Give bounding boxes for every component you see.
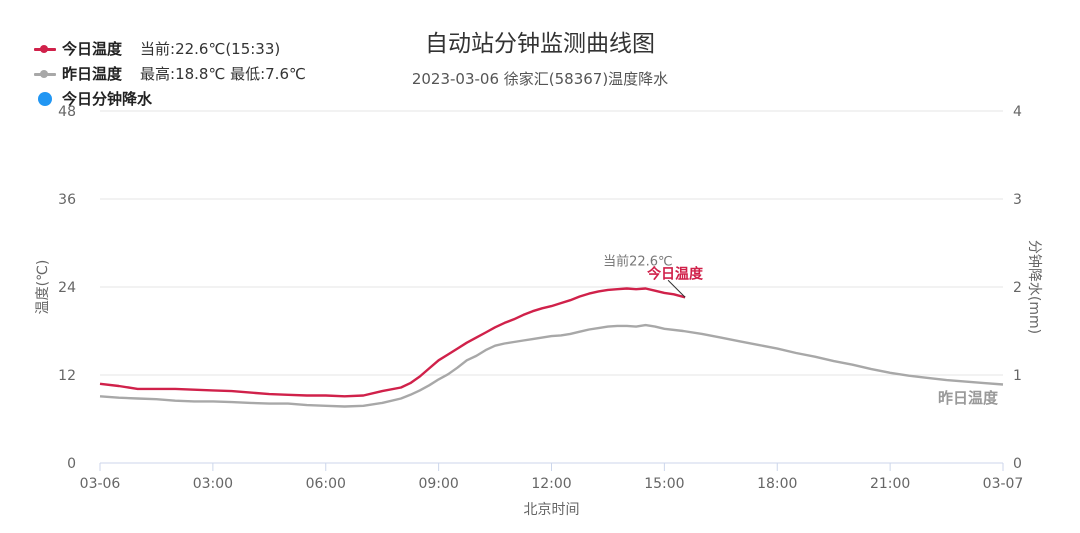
annotation-yesterday-label: 昨日温度 xyxy=(938,389,999,407)
y-tick-label: 36 xyxy=(58,192,76,208)
y-tick-label: 0 xyxy=(67,456,76,472)
y-tick-label: 48 xyxy=(58,104,76,120)
x-tick-label: 12:00 xyxy=(531,476,571,492)
x-tick-label: 21:00 xyxy=(870,476,910,492)
y-tick-label: 12 xyxy=(58,368,76,384)
x-tick-label: 06:00 xyxy=(306,476,346,492)
x-tick-label: 03-07 xyxy=(983,476,1024,492)
y2-tick-label: 4 xyxy=(1013,104,1022,120)
chart-legend: 今日温度 当前:22.6℃(15:33) 昨日温度 最高:18.8℃ 最低:7.… xyxy=(34,36,306,111)
chart-title: 自动站分钟监测曲线图 xyxy=(425,31,655,57)
y2-tick-label: 1 xyxy=(1013,368,1022,384)
y-axis-title: 温度(℃) xyxy=(35,260,51,315)
annotation-today-label: 今日温度 xyxy=(646,265,704,282)
y2-axis-title: 分钟降水(mm) xyxy=(1026,240,1043,334)
y2-tick-label: 3 xyxy=(1013,192,1022,208)
x-tick-label: 09:00 xyxy=(418,476,458,492)
legend-marker-today xyxy=(34,43,56,55)
legend-info-today: 当前:22.6℃(15:33) xyxy=(140,39,281,58)
x-tick-label: 15:00 xyxy=(644,476,684,492)
legend-item-yesterday[interactable]: 昨日温度 最高:18.8℃ 最低:7.6℃ xyxy=(34,61,306,86)
legend-label-today: 今日温度 xyxy=(62,39,123,58)
legend-label-yesterday: 昨日温度 xyxy=(62,64,123,83)
chart-subtitle: 2023-03-06 徐家汇(58367)温度降水 xyxy=(411,70,669,88)
legend-marker-precip xyxy=(38,91,52,106)
legend-marker-yesterday xyxy=(34,68,56,80)
legend-label-precip: 今日分钟降水 xyxy=(62,89,153,108)
x-tick-label: 18:00 xyxy=(757,476,797,492)
series-line-yesterday xyxy=(99,323,1004,408)
x-tick-label: 03-06 xyxy=(80,476,121,492)
legend-info-yesterday: 最高:18.8℃ 最低:7.6℃ xyxy=(140,64,306,83)
y2-tick-label: 2 xyxy=(1013,280,1022,296)
y-tick-label: 24 xyxy=(58,280,76,296)
annotation-leader xyxy=(667,279,686,298)
legend-item-precip[interactable]: 今日分钟降水 xyxy=(34,86,306,111)
y2-tick-label: 0 xyxy=(1013,456,1022,472)
annotation-current-value: 当前22.6℃ xyxy=(603,253,673,269)
legend-item-today[interactable]: 今日温度 当前:22.6℃(15:33) xyxy=(34,36,306,61)
x-tick-label: 03:00 xyxy=(193,476,233,492)
series-line-today xyxy=(99,287,686,398)
x-axis-title: 北京时间 xyxy=(524,502,580,518)
